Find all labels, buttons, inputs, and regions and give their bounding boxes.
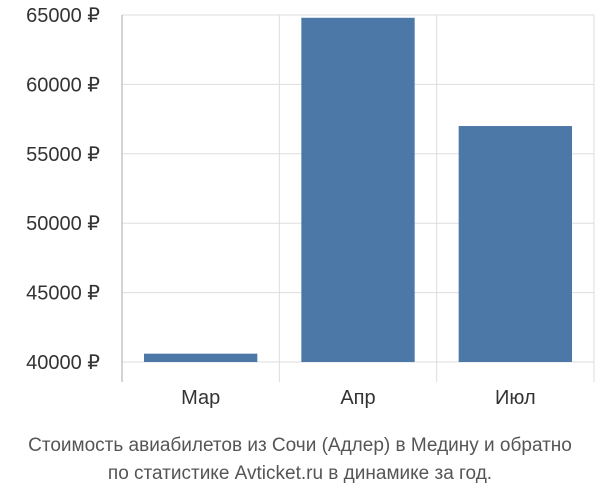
x-tick-label: Мар: [181, 387, 220, 409]
x-tick-label: Июл: [495, 387, 536, 409]
y-tick-label: 60000 ₽: [26, 74, 100, 96]
bar-Апр: [301, 17, 415, 362]
x-tick-label: Апр: [340, 387, 375, 409]
bar-Июл: [458, 126, 572, 362]
y-tick-label: 40000 ₽: [26, 352, 100, 374]
y-tick-label: 45000 ₽: [26, 283, 100, 305]
bars: [144, 17, 572, 362]
chart-caption-line-2: по статистике Avticket.ru в динамике за …: [107, 463, 493, 484]
y-tick-label: 55000 ₽: [26, 144, 100, 166]
y-tick-label: 50000 ₽: [26, 213, 100, 235]
y-tick-label: 65000 ₽: [26, 5, 100, 27]
chart-caption-line-1: Стоимость авиабилетов из Сочи (Адлер) в …: [28, 435, 572, 456]
y-tick-labels: 40000 ₽ 45000 ₽ 50000 ₽ 55000 ₽ 60000 ₽ 65000…: [26, 5, 100, 374]
bar-Мар: [144, 353, 258, 362]
x-tick-labels: Мар Апр Июл: [181, 387, 536, 409]
